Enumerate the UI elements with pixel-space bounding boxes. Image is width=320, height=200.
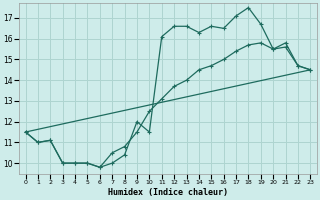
X-axis label: Humidex (Indice chaleur): Humidex (Indice chaleur): [108, 188, 228, 197]
